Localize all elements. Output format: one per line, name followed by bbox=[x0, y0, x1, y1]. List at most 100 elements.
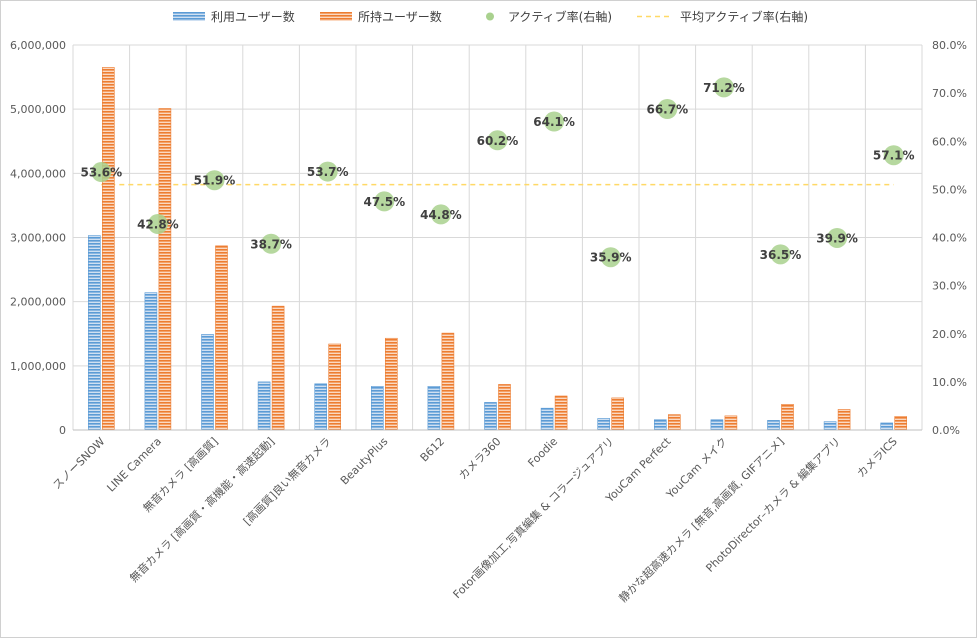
bar-owned-users bbox=[328, 343, 342, 431]
left-tick-label: 2,000,000 bbox=[10, 296, 66, 309]
active-rate-label: 71.2% bbox=[703, 81, 745, 95]
bar-owned-users bbox=[102, 67, 115, 431]
bar-usage-users bbox=[201, 334, 214, 431]
right-tick-label: 0.0% bbox=[932, 424, 960, 437]
bar-owned-users bbox=[724, 415, 738, 431]
bar-owned-users bbox=[667, 414, 681, 431]
right-tick-label: 30.0% bbox=[932, 280, 967, 293]
active-rate-label: 39.9% bbox=[816, 231, 858, 245]
active-rate-point bbox=[374, 191, 395, 212]
active-rate-point bbox=[657, 99, 678, 120]
active-rate-label: 57.1% bbox=[873, 149, 915, 163]
legend-item-active-rate: アクティブ率(右軸) bbox=[486, 9, 612, 24]
bar-usage-users bbox=[710, 419, 724, 431]
left-tick-label: 3,000,000 bbox=[10, 232, 66, 245]
bar-usage-users bbox=[767, 420, 780, 431]
active-rate-label: 51.9% bbox=[194, 174, 236, 188]
right-tick-label: 50.0% bbox=[932, 183, 967, 196]
legend-item-usage: 利用ユーザー数 bbox=[173, 9, 295, 24]
left-tick-label: 0 bbox=[59, 424, 66, 437]
bar-usage-users bbox=[880, 422, 894, 431]
bar-owned-users bbox=[441, 332, 455, 431]
right-tick-label: 10.0% bbox=[932, 376, 967, 389]
bar-owned-users bbox=[215, 245, 228, 431]
active-rate-label: 47.5% bbox=[363, 195, 405, 209]
category-label: カメラICS bbox=[855, 435, 900, 480]
category-label: B612 bbox=[418, 435, 447, 464]
legend-label-average-rate: 平均アクティブ率(右軸) bbox=[680, 9, 808, 24]
active-rate-point bbox=[317, 161, 338, 182]
active-rate-point bbox=[544, 111, 565, 132]
category-label: スノーSNOW bbox=[50, 435, 107, 492]
category-label: BeautyPlus bbox=[338, 435, 391, 488]
bar-owned-users bbox=[894, 416, 908, 431]
legend-item-owned: 所持ユーザー数 bbox=[320, 9, 442, 24]
active-rate-points bbox=[91, 77, 904, 268]
bar-usage-users bbox=[653, 419, 667, 431]
bars bbox=[88, 67, 908, 431]
category-label: LINE Camera bbox=[104, 435, 164, 495]
active-rate-label: 53.7% bbox=[307, 165, 349, 179]
active-rate-point bbox=[487, 130, 508, 151]
active-rate-point bbox=[204, 170, 225, 191]
bar-owned-users bbox=[498, 384, 511, 431]
active-rate-label: 38.7% bbox=[250, 237, 292, 251]
active-rate-point bbox=[827, 227, 848, 248]
legend-marker-active-rate bbox=[486, 12, 494, 21]
active-rate-label: 42.8% bbox=[137, 218, 179, 232]
active-rate-labels: 53.6% 42.8% 51.9% 38.7% 53.7% 47.5% 44.8% 60.2%… bbox=[80, 81, 914, 265]
bar-owned-users bbox=[158, 108, 172, 431]
bar-usage-users bbox=[314, 383, 328, 431]
active-rate-label: 44.8% bbox=[420, 208, 462, 222]
bar-owned-users bbox=[554, 395, 568, 431]
right-axis-ticks: 0.0% 10.0% 20.0% 30.0% 40.0% 50.0% 60.0% 70.0% 8… bbox=[932, 39, 967, 437]
bar-usage-users bbox=[257, 381, 271, 431]
bar-owned-users bbox=[271, 305, 285, 431]
bar-usage-users bbox=[427, 386, 441, 431]
left-tick-label: 4,000,000 bbox=[10, 167, 66, 180]
active-rate-point bbox=[600, 247, 621, 268]
active-rate-point bbox=[147, 214, 168, 235]
active-rate-point bbox=[261, 233, 282, 254]
legend-label-usage: 利用ユーザー数 bbox=[211, 9, 295, 24]
bar-usage-users bbox=[370, 386, 384, 431]
bar-owned-users bbox=[384, 337, 398, 431]
bar-usage-users bbox=[540, 407, 554, 431]
bar-owned-users bbox=[837, 409, 851, 431]
bar-usage-users bbox=[88, 235, 101, 431]
bar-usage-users bbox=[484, 402, 497, 431]
gridlines bbox=[72, 44, 923, 431]
left-tick-label: 5,000,000 bbox=[10, 103, 66, 116]
active-rate-label: 60.2% bbox=[477, 134, 519, 148]
bar-usage-users bbox=[597, 418, 611, 431]
active-rate-point bbox=[430, 204, 451, 225]
legend-swatch-owned bbox=[320, 12, 352, 21]
left-tick-label: 1,000,000 bbox=[10, 360, 66, 373]
left-tick-label: 6,000,000 bbox=[10, 39, 66, 52]
active-rate-point bbox=[91, 162, 112, 183]
right-tick-label: 70.0% bbox=[932, 87, 967, 100]
legend-item-average-rate: 平均アクティブ率(右軸) bbox=[637, 9, 808, 24]
active-rate-label: 66.7% bbox=[646, 103, 688, 117]
active-rate-label: 64.1% bbox=[533, 115, 575, 129]
right-tick-label: 20.0% bbox=[932, 328, 967, 341]
legend-label-owned: 所持ユーザー数 bbox=[358, 9, 442, 24]
active-rate-label: 53.6% bbox=[80, 166, 122, 180]
legend-label-active-rate: アクティブ率(右軸) bbox=[508, 9, 612, 24]
bar-owned-users bbox=[611, 397, 625, 431]
bar-owned-users bbox=[781, 404, 794, 431]
active-rate-point bbox=[770, 244, 791, 265]
active-rate-label: 35.9% bbox=[590, 251, 632, 265]
right-tick-label: 40.0% bbox=[932, 232, 967, 245]
category-label: Foodie bbox=[525, 435, 560, 470]
left-axis-ticks: 0 1,000,000 2,000,000 3,000,000 4,000,000 5,0… bbox=[10, 39, 66, 437]
active-rate-point bbox=[883, 145, 904, 166]
right-tick-label: 60.0% bbox=[932, 135, 967, 148]
active-rate-label: 36.5% bbox=[760, 248, 802, 262]
category-label: カメラ360 bbox=[456, 435, 503, 482]
legend-swatch-usage bbox=[173, 12, 205, 21]
right-tick-label: 80.0% bbox=[932, 39, 967, 52]
legend: 利用ユーザー数 所持ユーザー数 アクティブ率(右軸) 平均アクティブ率(右軸) bbox=[173, 9, 808, 24]
